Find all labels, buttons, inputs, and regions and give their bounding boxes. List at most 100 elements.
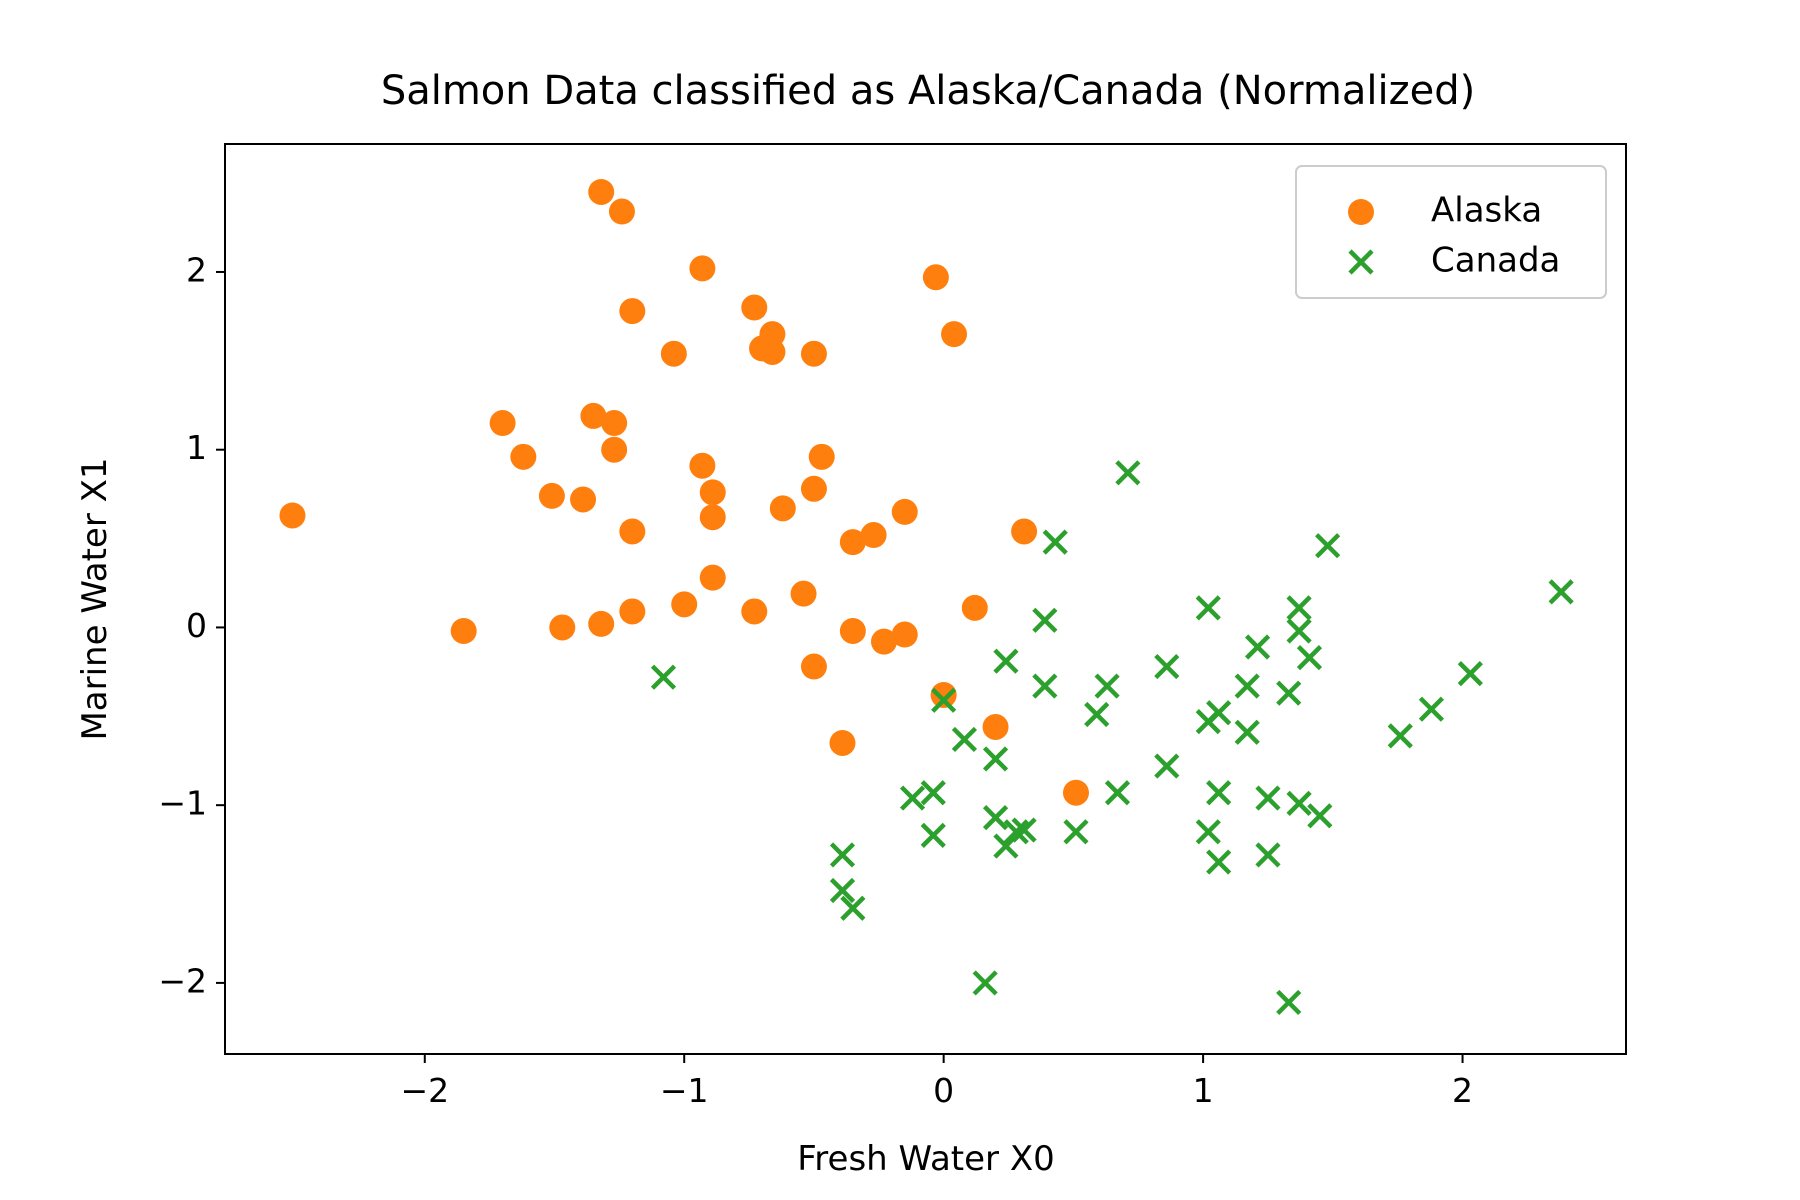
x-tick-label: 0 bbox=[933, 1071, 954, 1110]
data-point-canada bbox=[972, 970, 998, 996]
data-point-canada bbox=[1154, 653, 1180, 680]
y-tick-label: 2 bbox=[186, 250, 207, 289]
data-point-canada bbox=[1387, 723, 1413, 749]
legend-box bbox=[1295, 165, 1607, 299]
legend-marker-alaska bbox=[1348, 199, 1374, 225]
y-axis: −2 −1 0 1 2 bbox=[158, 250, 225, 1000]
data-point-alaska bbox=[601, 410, 628, 437]
chart-title: Salmon Data classified as Alaska/Canada … bbox=[381, 68, 1475, 114]
data-point-canada bbox=[1063, 819, 1089, 845]
data-point-alaska bbox=[588, 178, 615, 205]
data-point-alaska bbox=[450, 617, 477, 644]
data-point-alaska bbox=[1011, 518, 1038, 545]
data-point-alaska bbox=[961, 594, 988, 621]
data-point-alaska bbox=[800, 653, 827, 680]
data-point-canada bbox=[1003, 819, 1029, 845]
data-points bbox=[279, 178, 1574, 1016]
data-point-alaska bbox=[671, 591, 698, 618]
data-point-alaska bbox=[279, 502, 306, 529]
y-axis-label: Marine Water X1 bbox=[75, 457, 115, 740]
data-point-alaska bbox=[699, 479, 726, 506]
data-point-canada bbox=[1195, 819, 1221, 845]
data-point-alaska bbox=[839, 617, 866, 644]
data-point-canada bbox=[1042, 529, 1068, 555]
data-point-alaska bbox=[930, 681, 957, 708]
legend-label-canada: Canada bbox=[1431, 241, 1560, 281]
data-point-canada bbox=[982, 746, 1009, 772]
data-point-canada bbox=[982, 805, 1009, 831]
legend-marker-icon bbox=[1348, 199, 1374, 225]
series-canada bbox=[650, 460, 1574, 1016]
data-point-canada bbox=[1286, 790, 1312, 816]
data-point-canada bbox=[650, 664, 677, 690]
legend-label-alaska: Alaska bbox=[1431, 191, 1542, 231]
x-axis: −2 −1 0 1 2 bbox=[400, 1054, 1473, 1110]
data-point-canada bbox=[829, 877, 856, 904]
data-point-alaska bbox=[829, 729, 856, 756]
data-point-canada bbox=[993, 648, 1019, 674]
data-point-alaska bbox=[759, 321, 786, 348]
data-point-canada bbox=[920, 780, 946, 806]
data-point-alaska bbox=[689, 255, 716, 282]
data-point-alaska bbox=[538, 482, 565, 509]
data-point-canada bbox=[1548, 579, 1574, 605]
y-tick-label: 0 bbox=[186, 606, 207, 645]
data-point-alaska bbox=[608, 198, 635, 225]
data-point-canada bbox=[1244, 634, 1271, 660]
data-point-canada bbox=[1276, 680, 1302, 706]
data-point-alaska bbox=[699, 504, 726, 531]
data-point-alaska bbox=[741, 598, 768, 625]
data-point-alaska bbox=[489, 410, 516, 437]
data-point-canada bbox=[920, 822, 946, 848]
data-point-alaska bbox=[1062, 779, 1089, 806]
data-point-canada bbox=[1032, 607, 1058, 633]
data-point-canada bbox=[1418, 696, 1445, 722]
plot-frame bbox=[224, 143, 1627, 1055]
data-point-canada bbox=[1234, 719, 1260, 745]
data-point-canada bbox=[1094, 673, 1120, 699]
data-point-alaska bbox=[769, 495, 796, 522]
data-point-canada bbox=[840, 895, 866, 921]
legend-marker-icon bbox=[1348, 249, 1374, 275]
data-point-canada bbox=[1154, 753, 1180, 779]
data-point-alaska bbox=[891, 621, 918, 648]
data-point-canada bbox=[951, 726, 978, 753]
data-point-canada bbox=[1276, 989, 1302, 1016]
data-point-alaska bbox=[588, 610, 615, 637]
data-point-canada bbox=[1315, 533, 1341, 559]
data-point-alaska bbox=[759, 338, 786, 365]
legend-marker-canada bbox=[1348, 249, 1374, 275]
x-tick-label: −2 bbox=[400, 1071, 449, 1110]
data-point-alaska bbox=[790, 580, 817, 607]
data-point-canada bbox=[1206, 780, 1232, 806]
data-point-alaska bbox=[510, 443, 537, 470]
y-tick-label: −1 bbox=[158, 784, 207, 823]
data-point-alaska bbox=[982, 713, 1009, 740]
data-point-canada bbox=[1286, 595, 1312, 621]
data-point-canada bbox=[1084, 701, 1110, 728]
data-point-canada bbox=[931, 687, 957, 713]
data-point-canada bbox=[1255, 785, 1281, 811]
legend: Alaska Canada bbox=[1295, 165, 1607, 299]
data-point-alaska bbox=[891, 498, 918, 525]
data-point-alaska bbox=[580, 402, 607, 429]
y-tick-label: −2 bbox=[158, 961, 207, 1000]
data-point-alaska bbox=[619, 598, 646, 625]
data-point-alaska bbox=[941, 321, 968, 348]
series-alaska bbox=[279, 178, 1089, 806]
data-point-canada bbox=[1286, 618, 1312, 644]
data-point-canada bbox=[1011, 817, 1037, 843]
data-point-alaska bbox=[800, 340, 827, 367]
data-point-alaska bbox=[839, 529, 866, 556]
x-tick-label: 1 bbox=[1193, 1071, 1214, 1110]
data-point-alaska bbox=[741, 294, 768, 321]
data-point-canada bbox=[1104, 780, 1131, 806]
data-point-canada bbox=[1307, 803, 1333, 829]
data-point-alaska bbox=[922, 264, 949, 291]
data-point-alaska bbox=[870, 628, 897, 655]
data-point-canada bbox=[1206, 700, 1232, 726]
data-point-alaska bbox=[860, 522, 887, 549]
data-point-canada bbox=[1206, 849, 1232, 875]
y-tick-label: 1 bbox=[186, 428, 207, 467]
